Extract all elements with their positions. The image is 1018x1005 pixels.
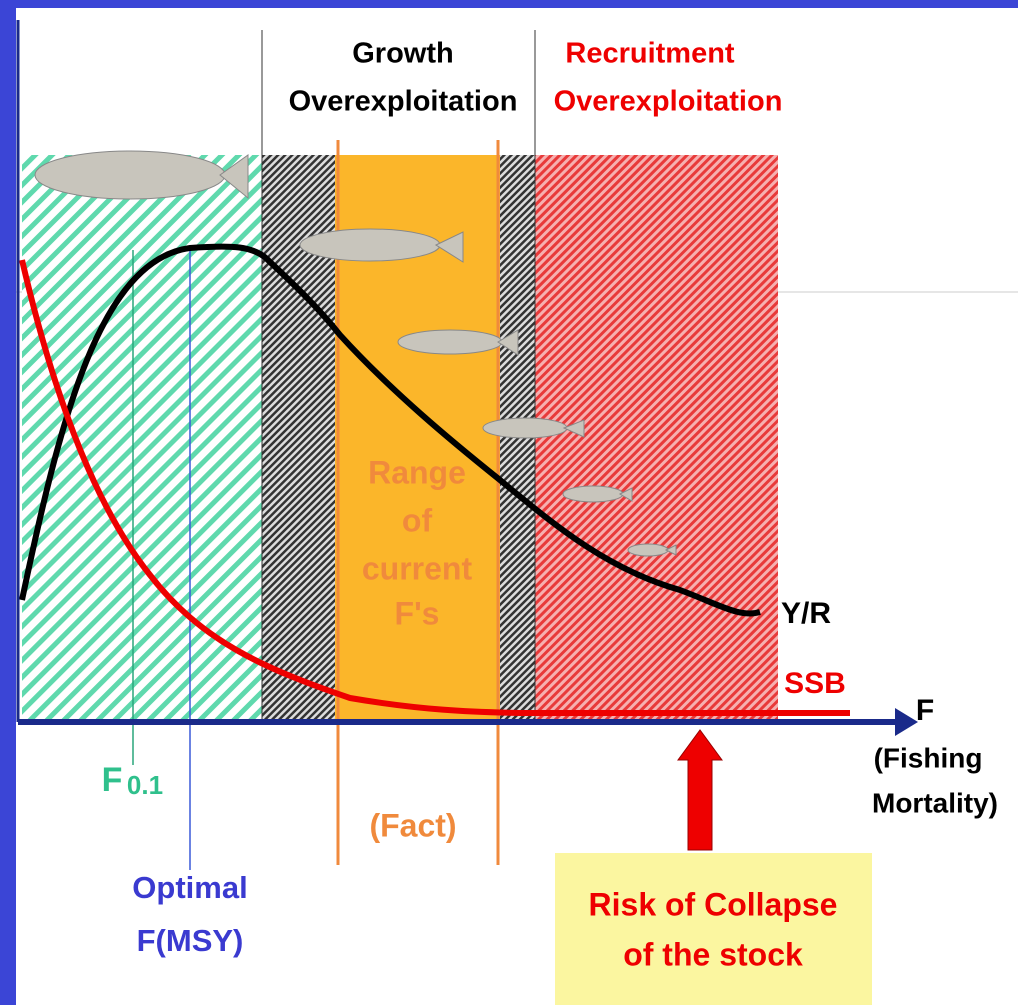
range-text: F's: [395, 595, 440, 631]
ssb-label: SSB: [784, 667, 846, 700]
top-border: [0, 0, 1018, 8]
optimal-label: Optimal: [132, 870, 247, 905]
axis-description: Mortality): [872, 787, 998, 818]
zone-recruitment: [535, 155, 778, 722]
header-text: Overexploitation: [554, 86, 783, 118]
fact-label: (Fact): [369, 807, 456, 843]
axis-arrow: [895, 708, 918, 736]
yield-curve: [19, 243, 761, 617]
fish: [34, 150, 677, 557]
risk-box: [555, 853, 872, 1005]
header-text: Recruitment: [565, 38, 735, 70]
header-text: Growth: [352, 38, 454, 70]
ssb-curve: [19, 259, 850, 716]
yield-label: Y/R: [781, 597, 831, 630]
risk-text: Risk of Collapse: [589, 886, 838, 922]
range-text: current: [362, 550, 473, 586]
f01-subscript: 0.1: [127, 770, 163, 800]
optimal-label: F(MSY): [137, 923, 244, 958]
risk-arrow: [677, 729, 723, 851]
risk-text: of the stock: [623, 936, 803, 972]
axis-symbol: F: [916, 694, 934, 727]
zone-growth: [500, 155, 535, 722]
range-text: of: [402, 502, 433, 538]
range-text: Range: [368, 454, 466, 490]
f01-label: F: [102, 761, 123, 799]
axis-description: (Fishing: [874, 742, 983, 773]
header-text: Overexploitation: [289, 86, 518, 118]
left-border: [0, 0, 16, 1005]
